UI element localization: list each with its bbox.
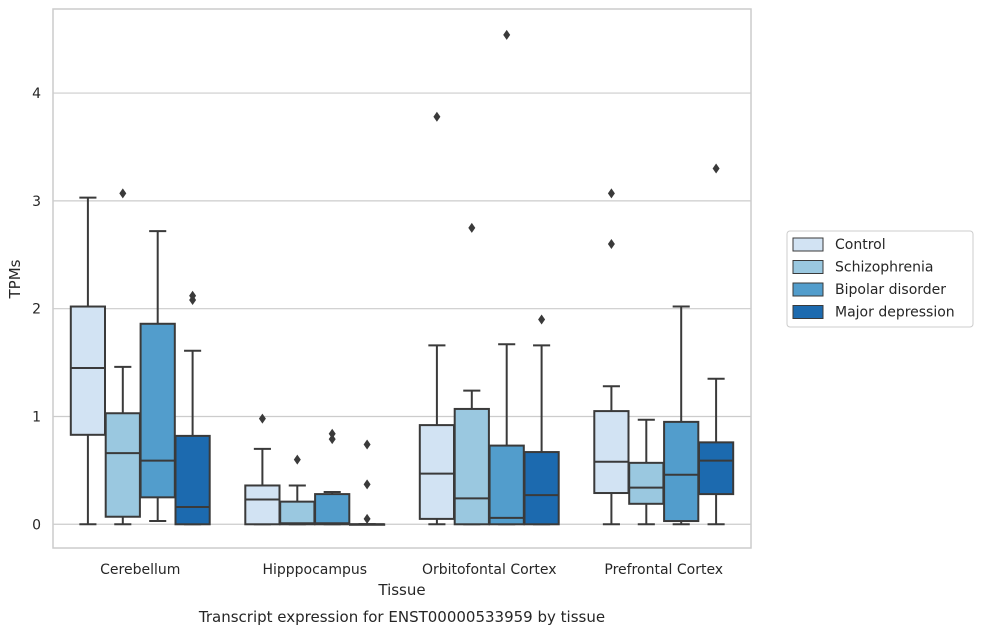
- y-axis-label: TPMs: [6, 259, 24, 299]
- box: [69, 305, 107, 436]
- x-axis-label: Tissue: [377, 581, 425, 599]
- x-axis-ticks: Cerebellum Hipppocampus Orbitofontal Corte…: [100, 562, 723, 578]
- box: [593, 410, 630, 495]
- outlier-point: [363, 439, 371, 450]
- outlier-point: [363, 513, 371, 524]
- box-group: [139, 230, 176, 523]
- legend-label: Bipolar disorder: [835, 282, 946, 298]
- box-group: [523, 314, 560, 526]
- box-group: [348, 439, 386, 526]
- y-axis-ticks: 0 1 2 3 4: [32, 86, 41, 533]
- outlier-point: [293, 454, 301, 465]
- outlier-point: [328, 434, 336, 445]
- box-group: [244, 413, 281, 526]
- box-group: [663, 305, 700, 526]
- box-group: [279, 454, 316, 526]
- box-group: [453, 222, 490, 526]
- x-tick-label: Orbitofontal Cortex: [422, 562, 557, 578]
- outlier-point: [119, 188, 127, 199]
- y-tick-label: 0: [32, 517, 41, 533]
- legend-swatch: [792, 282, 824, 297]
- box: [523, 451, 560, 526]
- outlier-point: [328, 428, 336, 439]
- outlier-point: [538, 314, 546, 325]
- y-tick-label: 1: [32, 409, 41, 425]
- legend-label: Major depression: [835, 305, 955, 321]
- outlier-point: [712, 163, 720, 174]
- box: [244, 484, 281, 526]
- x-tick-label: Cerebellum: [100, 562, 180, 578]
- box: [663, 420, 700, 523]
- box: [418, 424, 456, 520]
- chart-caption: Transcript expression for ENST0000053395…: [198, 608, 605, 626]
- box: [453, 407, 490, 526]
- outlier-point: [363, 479, 371, 490]
- y-tick-label: 3: [32, 194, 41, 210]
- box: [174, 434, 211, 526]
- box: [488, 444, 525, 526]
- y-tick-label: 4: [32, 86, 41, 102]
- box: [628, 461, 665, 505]
- plot-area: [69, 29, 735, 526]
- box-group: [628, 418, 665, 526]
- outlier-point: [189, 290, 197, 301]
- legend: Control Schizophrenia Bipolar disorder Majo…: [786, 230, 974, 328]
- box-group: [174, 290, 211, 526]
- box-group: [69, 196, 107, 526]
- outlier-point: [503, 29, 511, 40]
- outlier-point: [433, 111, 441, 122]
- outlier-point: [607, 239, 615, 250]
- legend-label: Schizophrenia: [835, 260, 933, 276]
- box-group: [488, 29, 525, 526]
- outlier-point: [258, 413, 266, 424]
- box-group: [593, 188, 630, 526]
- box-group: [104, 188, 141, 526]
- x-tick-label: Hipppocampus: [262, 562, 367, 578]
- box: [139, 322, 176, 499]
- outlier-point: [607, 188, 615, 199]
- box-group: [418, 111, 456, 526]
- plot-frame: [52, 8, 752, 549]
- outlier-point: [468, 222, 476, 233]
- legend-label: Control: [835, 237, 886, 253]
- x-tick-label: Prefrontal Cortex: [604, 562, 723, 578]
- legend-swatch: [792, 260, 824, 274]
- box: [314, 493, 351, 526]
- box-group: [697, 163, 735, 526]
- legend-frame: [786, 230, 974, 328]
- box: [697, 441, 735, 496]
- y-tick-label: 2: [32, 302, 41, 318]
- legend-swatch: [792, 305, 824, 319]
- box: [104, 412, 141, 518]
- legend-swatch: [792, 237, 824, 252]
- box-group: [314, 428, 351, 526]
- box: [279, 500, 316, 526]
